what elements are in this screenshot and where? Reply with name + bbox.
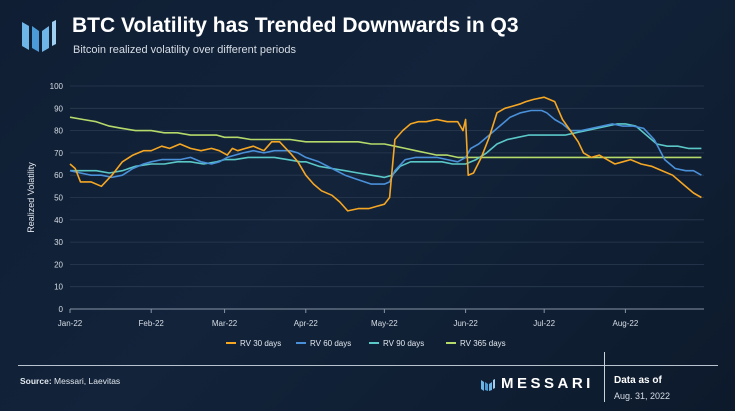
- series-line-rv-365-days: [69, 116, 702, 159]
- y-tick-label: 100: [50, 82, 64, 91]
- x-tick-label: Jan-22: [58, 319, 83, 328]
- y-tick-label: 30: [54, 238, 63, 247]
- y-tick-label: 80: [54, 127, 63, 136]
- y-tick-label: 10: [54, 283, 63, 292]
- chart-subtitle: Bitcoin realized volatility over differe…: [73, 44, 296, 56]
- source-note: Source: Messari, Laevitas: [20, 376, 120, 386]
- y-tick-label: 40: [54, 216, 63, 225]
- x-tick-label: May-22: [371, 319, 398, 328]
- messari-brand-icon: [481, 378, 495, 391]
- legend-label: RV 30 days: [240, 339, 281, 348]
- brand-wordmark: MESSARI: [481, 375, 594, 392]
- legend-label: RV 365 days: [460, 339, 506, 348]
- y-tick-label: 20: [54, 260, 63, 269]
- footer-divider: [18, 365, 718, 366]
- y-tick-label: 50: [54, 194, 63, 203]
- x-tick-label: Jun-22: [453, 319, 478, 328]
- source-text: Messari, Laevitas: [54, 376, 121, 386]
- brand-name: MESSARI: [501, 375, 594, 392]
- y-tick-label: 60: [54, 171, 63, 180]
- y-tick-label: 70: [54, 149, 63, 158]
- series-line-rv-30-days: [69, 96, 702, 212]
- series-line-rv-90-days: [70, 123, 702, 179]
- volatility-chart: 0 10 20 30 40 50 60 70 80 90 100 Jan-22 Feb-22 Mar-22…: [26, 82, 704, 348]
- data-as-of-label: Data as of: [614, 375, 662, 386]
- source-label: Source:: [20, 376, 52, 386]
- y-axis-label: Realized Volatility: [26, 162, 36, 233]
- y-tick-label: 90: [54, 104, 63, 113]
- x-tick-label: Apr-22: [294, 319, 319, 328]
- legend-label: RV 60 days: [310, 339, 351, 348]
- data-as-of-date: Aug. 31, 2022: [614, 391, 671, 401]
- x-tick-label: Mar-22: [212, 319, 238, 328]
- y-tick-label: 0: [59, 305, 64, 314]
- chart-title: BTC Volatility has Trended Downwards in …: [72, 14, 519, 37]
- x-tick-label: Feb-22: [139, 319, 165, 328]
- x-tick-label: Aug-22: [613, 319, 639, 328]
- footer-vertical-divider: [604, 352, 605, 402]
- x-tick-label: Jul-22: [533, 319, 555, 328]
- messari-logo: [22, 20, 56, 52]
- legend-label: RV 90 days: [383, 339, 424, 348]
